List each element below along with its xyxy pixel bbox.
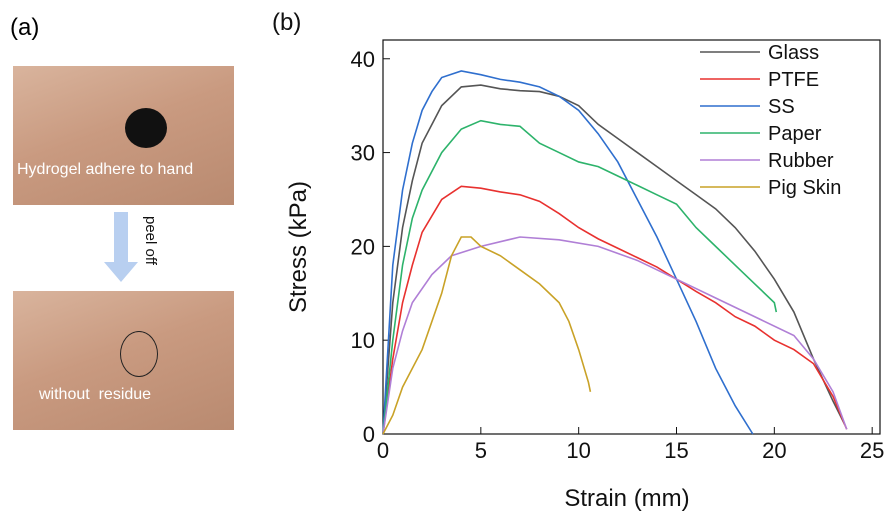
- series-line: [382, 236, 592, 435]
- series-line: [382, 119, 778, 435]
- caption: Hydrogel adhere to hand: [17, 161, 194, 178]
- arrow: [104, 212, 138, 282]
- x-axis-title: Strain (mm): [564, 485, 689, 512]
- panel-label: (a): [10, 14, 40, 41]
- series-line: [382, 84, 846, 435]
- circle-mark: [120, 331, 158, 377]
- series-line: [382, 70, 754, 435]
- x-tick-label: 20: [762, 438, 786, 463]
- y-tick-label: 30: [351, 141, 375, 166]
- x-tick-label: 15: [664, 438, 688, 463]
- x-tick-label: 5: [475, 438, 487, 463]
- plot-frame: [382, 39, 881, 435]
- arrow-label: peel off: [142, 216, 159, 266]
- legend-label: Pig Skin: [768, 177, 841, 199]
- arrow-area: peel off: [104, 212, 159, 282]
- series-line: [382, 236, 848, 435]
- y-tick-label: 20: [351, 234, 375, 259]
- caption: without residue: [39, 386, 152, 403]
- legend-label: PTFE: [768, 69, 819, 91]
- photo-hand-with-hydrogel: Hydrogel adhere to hand: [13, 66, 234, 205]
- series-line: [382, 185, 848, 435]
- x-tick-label: 0: [377, 438, 389, 463]
- y-tick-label: 0: [363, 422, 375, 447]
- panel-label: (b): [272, 9, 301, 36]
- hydrogel: [125, 108, 167, 148]
- y-tick-label: 40: [351, 47, 375, 72]
- y-tick-label: 10: [351, 328, 375, 353]
- legend-label: SS: [768, 96, 795, 118]
- x-tick-label: 25: [860, 438, 884, 463]
- photo-hand-after: without residue: [13, 291, 234, 430]
- y-axis-title: Stress (kPa): [285, 181, 312, 313]
- legend-label: Rubber: [768, 150, 834, 172]
- legend-label: Glass: [768, 42, 819, 64]
- x-tick-label: 10: [566, 438, 590, 463]
- legend-label: Paper: [768, 123, 822, 145]
